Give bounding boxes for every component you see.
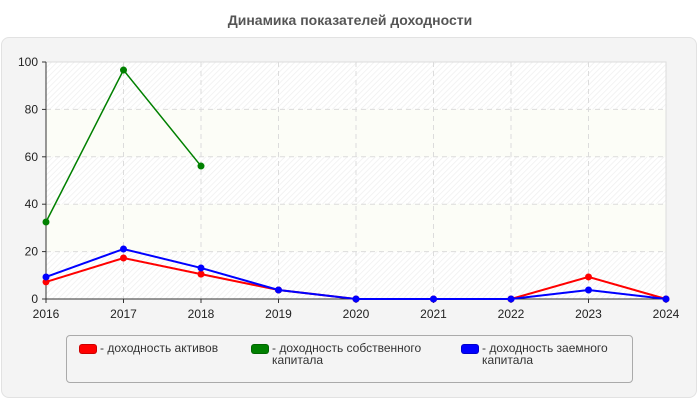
legend-swatch-icon	[461, 344, 479, 354]
data-series	[42, 66, 670, 303]
data-point[interactable]	[507, 295, 515, 303]
y-tick-label: 0	[31, 292, 38, 306]
legend-label: - доходность собственного капитала	[272, 341, 422, 367]
x-tick-label: 2017	[110, 307, 137, 321]
data-point[interactable]	[120, 66, 127, 74]
line-chart: 0 20 40 60 80 100 2016 2017 2018 2019 2020 2021 2022…	[18, 55, 680, 321]
data-point[interactable]	[585, 286, 592, 294]
data-point[interactable]	[275, 286, 282, 294]
data-point[interactable]	[120, 245, 127, 253]
data-point[interactable]	[42, 218, 50, 226]
data-point[interactable]	[42, 278, 50, 286]
y-tick-label: 20	[25, 245, 39, 259]
legend-label: - доходность активов	[100, 341, 219, 355]
data-point[interactable]	[120, 254, 127, 262]
legend: - доходность активов - доходность собств…	[66, 335, 633, 383]
data-point[interactable]	[197, 264, 205, 272]
y-tick-label: 60	[25, 150, 39, 164]
legend-label: - доходность заемного капитала	[482, 341, 608, 367]
x-tick-label: 2018	[188, 307, 215, 321]
x-tick-label: 2024	[653, 307, 680, 321]
data-point[interactable]	[197, 270, 205, 278]
series-line	[42, 245, 670, 303]
legend-item-debt: - доходность заемного капитала	[461, 342, 631, 366]
data-point[interactable]	[197, 162, 205, 170]
axes: 0 20 40 60 80 100 2016 2017 2018 2019 2020 2021 2022…	[18, 55, 680, 321]
x-tick-label: 2016	[33, 307, 60, 321]
legend-item-assets: - доходность активов	[79, 342, 239, 354]
series-line	[42, 66, 205, 226]
y-tick-label: 80	[25, 102, 39, 116]
data-point[interactable]	[662, 295, 670, 303]
x-tick-label: 2021	[420, 307, 447, 321]
legend-swatch-icon	[79, 344, 97, 354]
x-tick-label: 2022	[498, 307, 525, 321]
x-tick-label: 2020	[343, 307, 370, 321]
x-tick-label: 2019	[265, 307, 292, 321]
grid-lines	[46, 61, 666, 299]
data-point[interactable]	[585, 273, 592, 281]
data-point[interactable]	[352, 295, 360, 303]
data-point[interactable]	[42, 273, 50, 281]
y-tick-label: 100	[18, 55, 38, 69]
legend-swatch-icon	[251, 344, 269, 354]
chart-title: Динамика показателей доходности	[227, 12, 473, 28]
legend-item-equity: - доходность собственного капитала	[251, 342, 431, 366]
data-point[interactable]	[430, 295, 437, 303]
y-tick-label: 40	[25, 197, 39, 211]
x-tick-label: 2023	[575, 307, 602, 321]
